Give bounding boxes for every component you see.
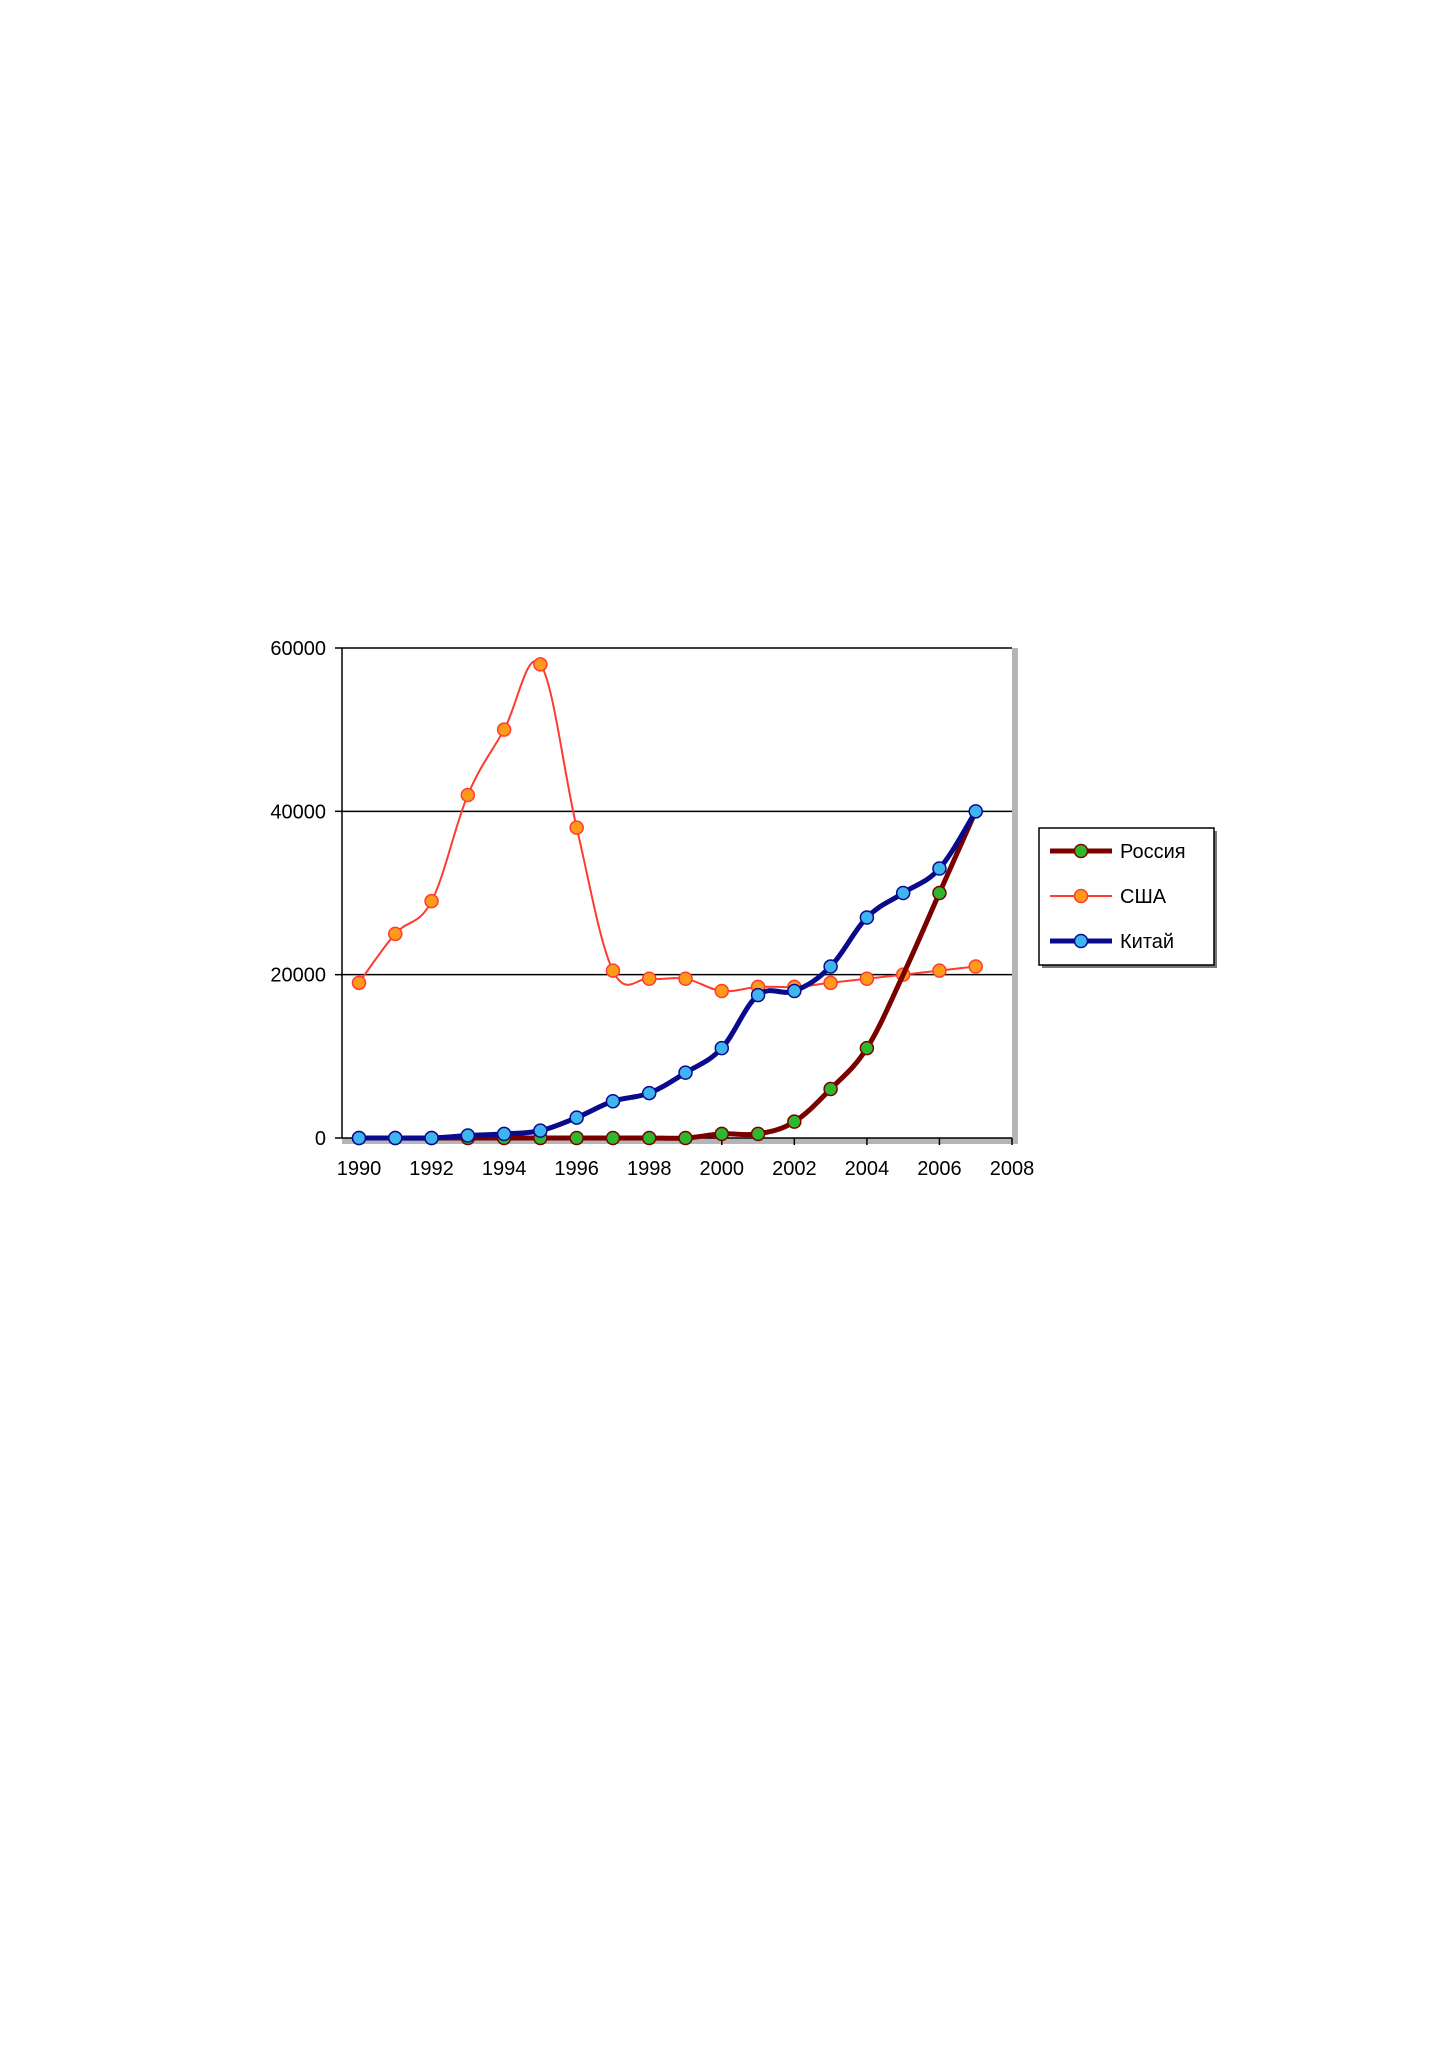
data-point [388,926,403,942]
x-tick-label: 1996 [554,1158,599,1180]
data-point [714,983,730,999]
data-point [569,820,584,835]
data-point [351,975,367,991]
data-point [460,787,476,803]
legend-label: Россия [1120,841,1186,863]
data-point [823,975,838,991]
legend-item: Россия [1050,841,1186,863]
data-point [750,987,766,1003]
data-point [641,971,657,986]
x-tick-label: 2006 [917,1158,962,1180]
data-point [859,1040,875,1056]
legend-swatch-marker [1073,933,1089,949]
x-tick-label: 2008 [990,1158,1035,1180]
data-point [678,1065,693,1080]
x-tick-label: 1992 [409,1158,454,1180]
legend-item: Китай [1050,931,1174,953]
data-point [859,910,875,925]
series-1 [351,657,983,999]
data-point [496,1126,512,1142]
data-point [895,885,911,901]
data-point [605,1130,621,1146]
data-point [569,1130,584,1146]
plot-area [342,648,1012,1138]
legend-label: США [1120,886,1167,908]
data-point [424,1130,439,1146]
y-tick-label: 40000 [270,801,326,823]
data-point [641,1130,657,1146]
data-point [641,1085,657,1101]
data-point [678,1130,693,1146]
data-point [605,1094,621,1109]
data-point [533,657,548,672]
data-point [932,885,947,901]
legend-item: США [1050,886,1167,908]
data-point [678,971,693,986]
x-tick-label: 1998 [627,1158,672,1180]
data-point [823,959,838,974]
data-point [968,804,983,819]
x-tick-label: 2004 [845,1158,890,1180]
y-tick-label: 0 [315,1128,326,1150]
legend: Россия США Китай [1038,827,1217,968]
x-tick-label: 2000 [700,1158,745,1180]
axes: 0 20000 40000 60000 1990 1992 1994 1996 1998 2000… [270,638,1034,1180]
data-point [533,1123,548,1138]
data-point [460,1128,476,1143]
data-point [388,1130,403,1146]
data-point [787,1114,802,1129]
y-tick-label: 60000 [270,638,326,660]
data-point [968,959,983,974]
data-point [424,893,439,909]
data-point [714,1126,730,1142]
x-tick-label: 2002 [772,1158,817,1180]
y-tick-label: 20000 [270,965,326,987]
data-point [787,983,802,999]
series-2 [351,804,983,1146]
data-point [605,963,621,978]
data-point [496,722,512,737]
data-point [750,1126,766,1142]
legend-swatch-marker [1073,843,1089,859]
data-point [569,1110,584,1125]
x-tick-label: 1994 [482,1158,527,1180]
data-point [932,963,947,978]
x-tick-label: 1990 [337,1158,382,1180]
data-point [714,1040,730,1056]
legend-label: Китай [1120,931,1174,953]
legend-swatch-marker [1073,888,1089,904]
data-point [823,1081,838,1097]
data-point [932,861,947,876]
data-point [351,1130,367,1146]
data-point [859,971,875,986]
series-lines [351,657,983,1146]
